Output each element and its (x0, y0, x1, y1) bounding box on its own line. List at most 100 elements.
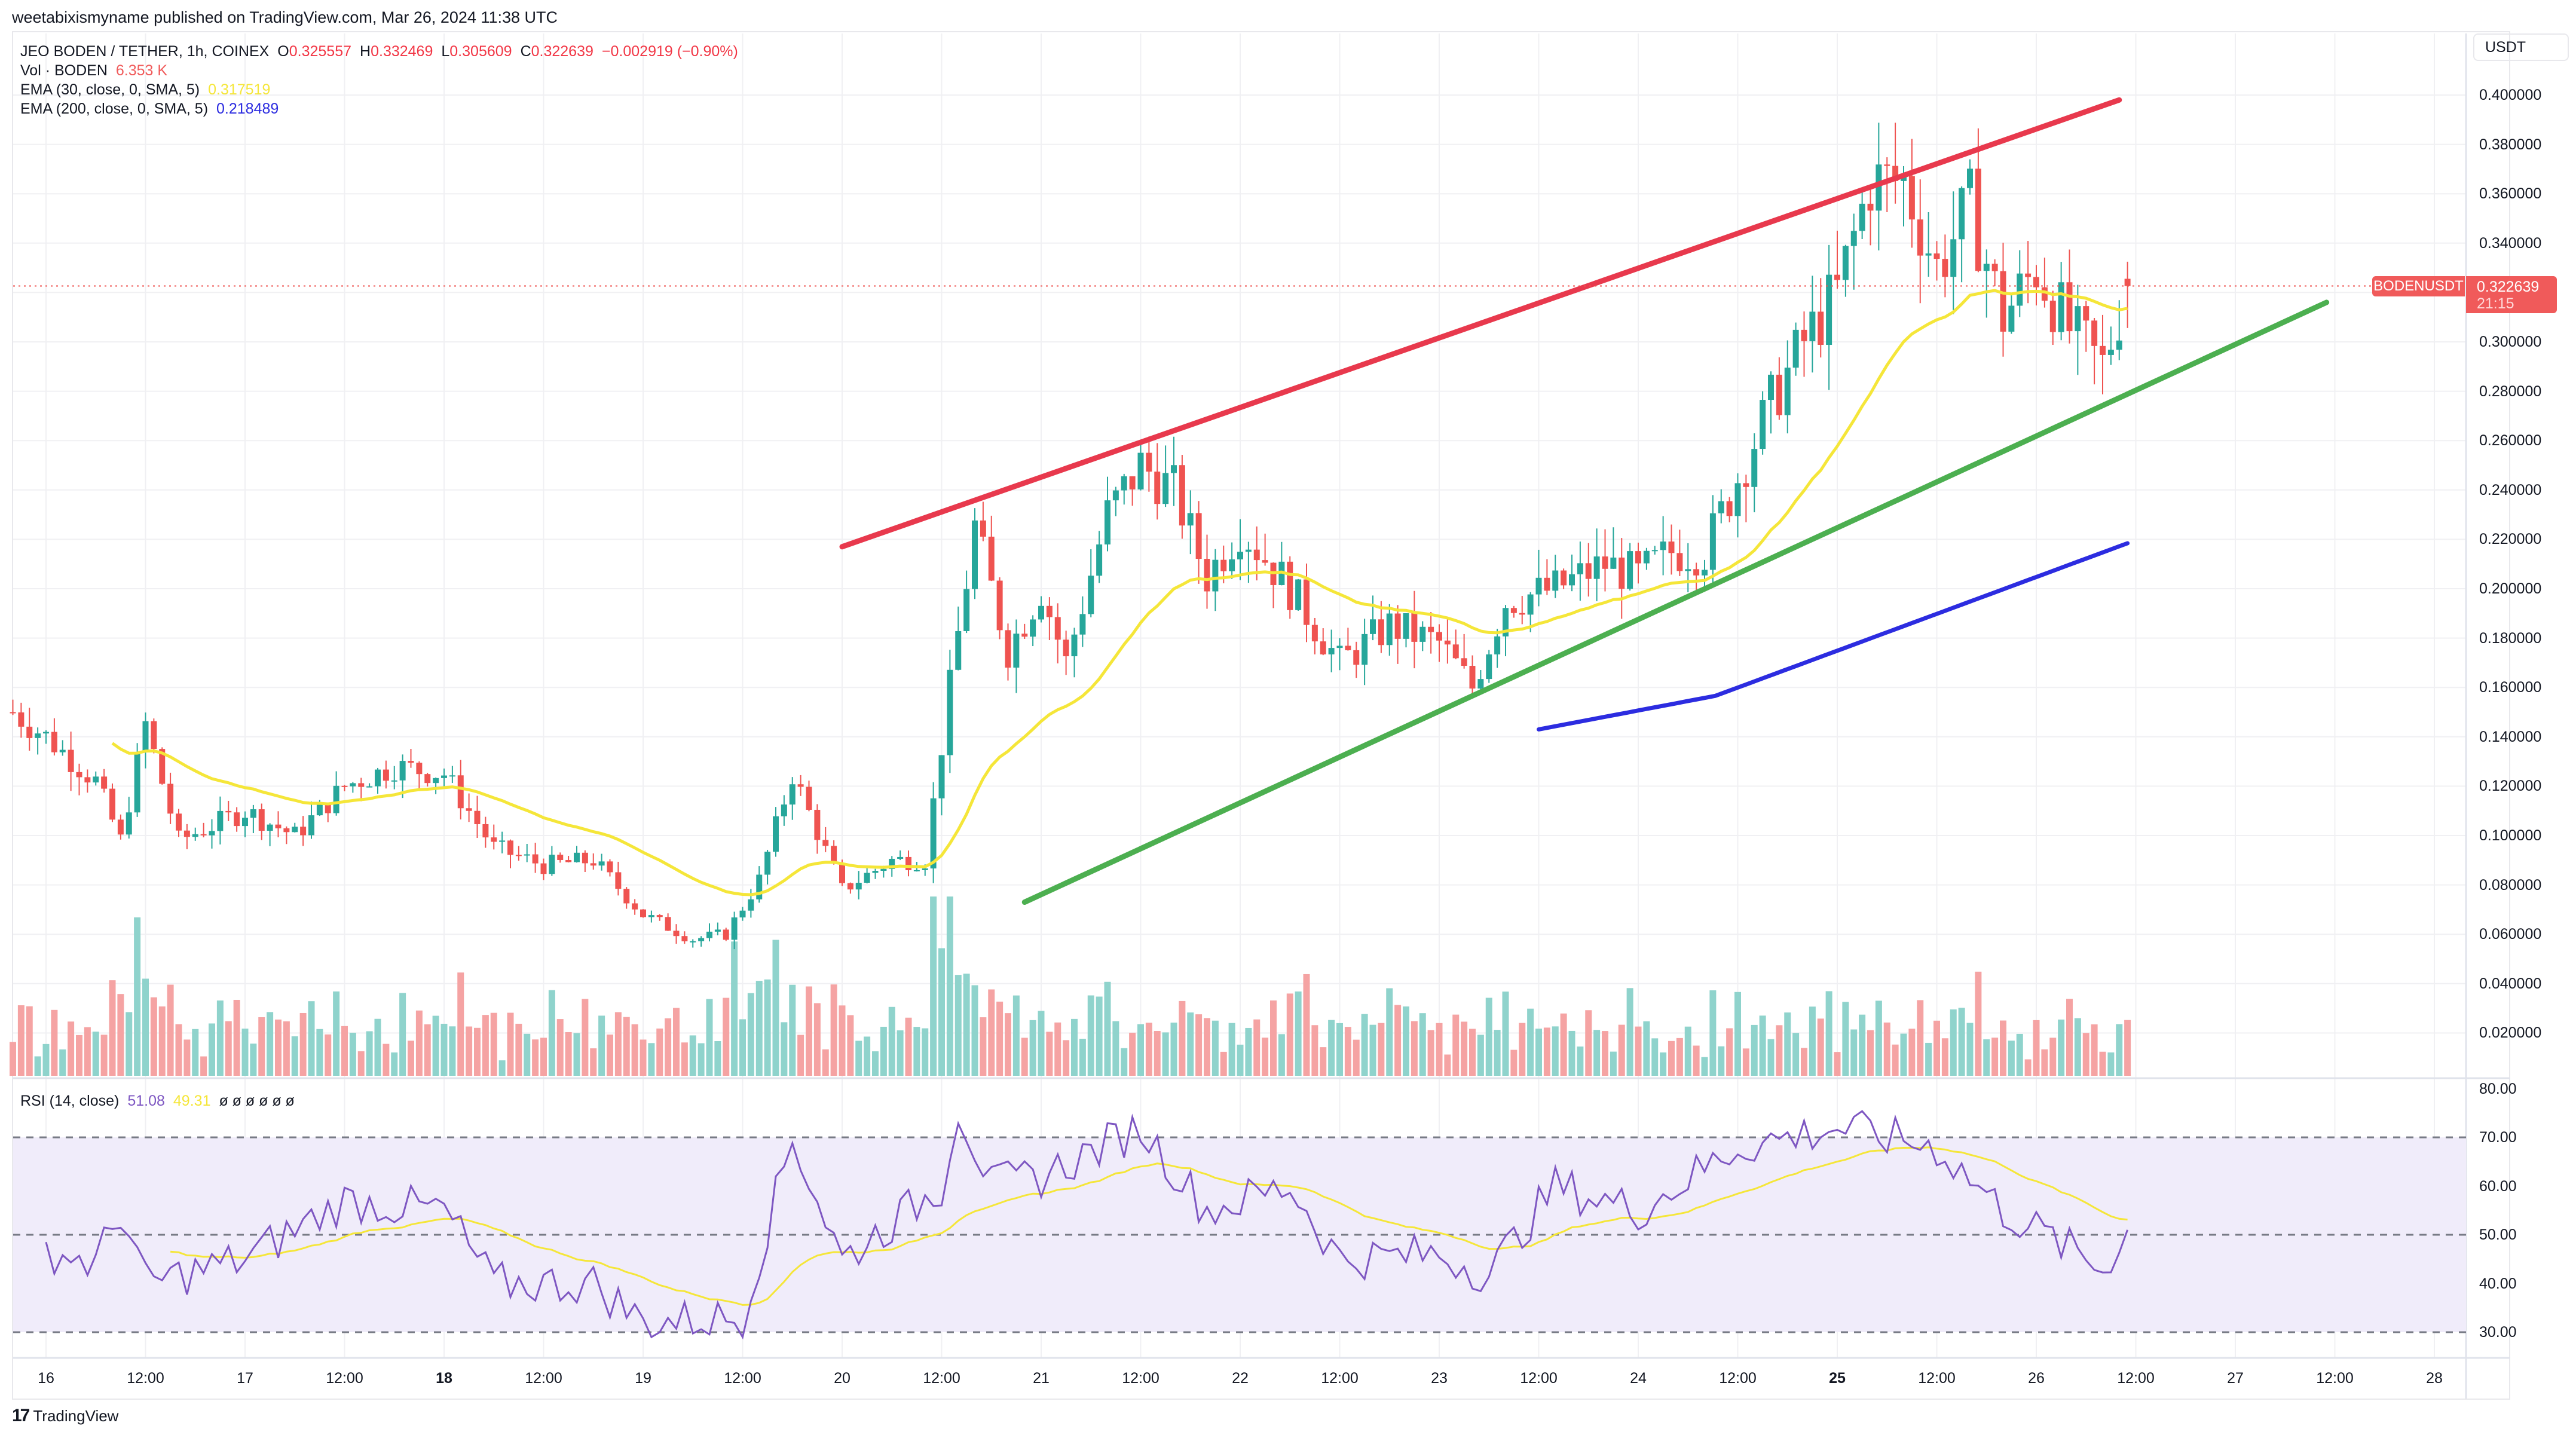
candle-body (1477, 679, 1484, 689)
volume-bar (1295, 991, 1302, 1076)
volume-bar (532, 1039, 539, 1076)
volume-bar (673, 1008, 680, 1076)
candle-body (1784, 368, 1791, 415)
ema200-legend[interactable]: EMA (200, close, 0, SMA, 5) 0.218489 (20, 100, 279, 117)
candle-body (1386, 613, 1393, 645)
candle-body (1262, 560, 1268, 563)
volume-bar (158, 1006, 166, 1076)
time-tick: 12:00 (326, 1370, 363, 1387)
volume-bar (299, 1012, 307, 1076)
candle-body (507, 840, 513, 855)
candle-body (2058, 282, 2064, 332)
volume-bar (1867, 1030, 1874, 1076)
candle-body (2107, 350, 2114, 355)
currency-selector[interactable]: USDT (2473, 33, 2569, 61)
time-tick: 25 (1829, 1370, 1846, 1387)
volume-bar (34, 1056, 41, 1076)
candle-body (1220, 559, 1227, 571)
time-tick: 12:00 (724, 1370, 761, 1387)
candle-body (10, 712, 16, 714)
volume-bar (1129, 1032, 1136, 1076)
candle-body (1079, 614, 1086, 635)
candle-body (905, 856, 911, 871)
volume-bar (109, 980, 116, 1076)
volume-bar (283, 1021, 290, 1076)
volume-bar (1071, 1018, 1078, 1076)
volume-bar (515, 1023, 522, 1076)
volume-bar (905, 1017, 912, 1076)
volume-bar (2000, 1020, 2006, 1076)
volume-bar (150, 997, 157, 1076)
candle-body (1859, 203, 1865, 231)
rsi-legend[interactable]: RSI (14, close) 51.08 49.31 ø ø ø ø ø ø (20, 1093, 295, 1109)
volume-bar (2024, 1059, 2032, 1076)
candle-body (1826, 274, 1832, 345)
volume-bar (1012, 995, 1020, 1076)
volume-bar (1096, 996, 1103, 1076)
candle-body (1212, 559, 1219, 592)
candle-body (1419, 626, 1426, 642)
tradingview-brand[interactable]: 17 TradingView (12, 1406, 118, 1426)
candle-body (980, 520, 986, 537)
bar-countdown: 21:15 (2477, 295, 2514, 312)
candle-body (839, 863, 845, 883)
candle-body (1668, 541, 1675, 553)
candle-body (491, 837, 497, 842)
time-tick: 12:00 (1122, 1370, 1159, 1387)
candle-body (101, 776, 108, 789)
candle-body (640, 909, 646, 917)
volume-bar (1386, 988, 1393, 1076)
volume-bar (1378, 1023, 1385, 1076)
volume-bar (2124, 1020, 2131, 1076)
volume-bar (864, 1036, 871, 1076)
volume-bar (590, 1048, 597, 1076)
candle-body (1510, 608, 1517, 613)
price-tick: 0.220000 (2479, 531, 2542, 548)
volume-bar (1908, 1029, 1916, 1076)
ema30-legend[interactable]: EMA (30, close, 0, SMA, 5) 0.317519 (20, 81, 271, 98)
candle-body (1112, 490, 1119, 501)
volume-bar (374, 1018, 381, 1076)
time-tick: 12:00 (127, 1370, 164, 1387)
candle-body (258, 809, 265, 831)
symbol-title[interactable]: JEO BODEN / TETHER, 1h, COINEX (20, 43, 270, 60)
candle-body (922, 868, 928, 870)
volume-bar (183, 1039, 191, 1076)
volume-bar (1651, 1038, 1659, 1076)
volume-bar (1179, 1000, 1186, 1076)
volume-bar (855, 1041, 862, 1076)
candle-body (126, 812, 132, 835)
volume-bar (1801, 1048, 1807, 1076)
volume-bar (1353, 1039, 1360, 1076)
volume-bar (1344, 1027, 1351, 1076)
price-tick: 0.200000 (2479, 580, 2542, 597)
volume-bar (2041, 1049, 2048, 1076)
candle-body (1585, 563, 1592, 579)
volume-bar (1941, 1038, 1948, 1076)
volume-bar (1759, 1015, 1766, 1076)
volume-bar (225, 1021, 232, 1076)
candle-body (1494, 636, 1501, 654)
candle-body (1809, 311, 1816, 341)
candle-body (1967, 169, 1973, 188)
candle-body (1304, 579, 1310, 625)
volume-bar (1137, 1024, 1144, 1076)
candle-body (897, 856, 904, 859)
volume-legend[interactable]: Vol · BODEN 6.353 K (20, 62, 168, 79)
candle-body (51, 732, 57, 752)
candle-body (2017, 273, 2023, 306)
candle-body (1436, 632, 1442, 641)
candle-body (532, 854, 539, 864)
candle-body (2116, 340, 2122, 350)
volume-bar (1850, 1029, 1858, 1076)
candle-body (1204, 559, 1210, 592)
volume-bar (415, 1010, 423, 1076)
time-tick: 12:00 (1321, 1370, 1359, 1387)
candle-body (333, 785, 339, 813)
candle-body (292, 827, 298, 833)
candle-body (1884, 164, 1890, 166)
candle-body (665, 917, 671, 931)
volume-bar (1079, 1038, 1086, 1076)
volume-bar (1170, 1022, 1177, 1076)
